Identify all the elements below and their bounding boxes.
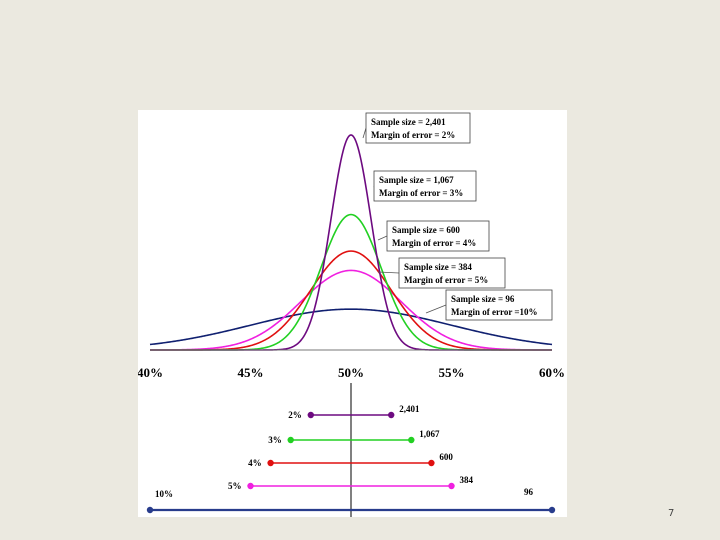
interval-sample-size-label: 96 xyxy=(524,487,534,497)
callout-n-2401: Sample size = 2,401 Margin of error = 2% xyxy=(362,112,471,144)
interval-sample-size-label: 600 xyxy=(439,452,453,462)
callout-sample-size: Sample size = 600 xyxy=(392,225,460,235)
callout-n-600: Sample size = 600 Margin of error = 4% xyxy=(377,220,490,252)
callout-margin-of-error: Margin of error = 3% xyxy=(379,188,463,198)
curve-n-96 xyxy=(149,308,553,346)
interval-high-dot xyxy=(428,459,435,467)
callout-sample-size: Sample size = 2,401 xyxy=(371,117,446,127)
interval-high-dot xyxy=(408,436,415,444)
callout-n-96: Sample size = 96 Margin of error =10% xyxy=(425,289,553,321)
x-tick-label: 60% xyxy=(539,365,565,380)
chart-panel: 40% 45% 50% 55% 60% Sample size = 2,401 Margi… xyxy=(138,110,567,517)
interval-low-dot xyxy=(267,459,274,467)
interval-sample-size-label: 1,067 xyxy=(419,429,440,439)
interval-margin-label: 10% xyxy=(155,489,173,499)
callout-leader-line xyxy=(377,271,400,274)
x-tick-label: 55% xyxy=(439,365,465,380)
interval-margin-label: 4% xyxy=(248,458,261,468)
callout-box xyxy=(386,220,490,252)
interval-low-dot xyxy=(247,482,254,490)
interval-row-1067: 3% 1,067 xyxy=(268,429,440,445)
callout-sample-size: Sample size = 1,067 xyxy=(379,175,454,185)
interval-sample-size-label: 384 xyxy=(460,475,474,485)
x-axis: 40% 45% 50% 55% 60% xyxy=(138,365,565,380)
interval-high-dot xyxy=(388,411,395,419)
callout-sample-size: Sample size = 96 xyxy=(451,294,515,304)
callout-margin-of-error: Margin of error = 4% xyxy=(392,238,476,248)
x-tick-label: 45% xyxy=(238,365,264,380)
interval-high-dot xyxy=(548,506,556,514)
callout-box xyxy=(398,257,506,289)
callout-margin-of-error: Margin of error =10% xyxy=(451,307,538,317)
callout-box xyxy=(445,289,553,321)
callout-margin-of-error: Margin of error = 5% xyxy=(404,275,488,285)
chart-svg: 40% 45% 50% 55% 60% Sample size = 2,401 Margi… xyxy=(138,112,565,517)
interval-low-dot xyxy=(287,436,294,444)
callout-box xyxy=(373,170,477,202)
interval-sample-size-label: 2,401 xyxy=(399,404,420,414)
callout-box xyxy=(365,112,471,144)
callout-n-384: Sample size = 384 Margin of error = 5% xyxy=(377,257,506,289)
interval-margin-label: 5% xyxy=(228,481,242,491)
callout-margin-of-error: Margin of error = 2% xyxy=(371,130,455,140)
distribution-curves xyxy=(149,134,553,351)
interval-low-dot xyxy=(307,411,314,419)
interval-row-600: 4% 600 xyxy=(248,452,453,468)
interval-low-dot xyxy=(146,506,154,514)
callout-sample-size: Sample size = 384 xyxy=(404,262,472,272)
confidence-intervals: 2% 2,401 3% 1,067 4% 600 5% 384 10% 96 xyxy=(146,383,556,517)
callout-leader-line xyxy=(425,304,447,314)
interval-margin-label: 2% xyxy=(288,410,302,420)
page-number: 7 xyxy=(668,508,675,519)
curve-n-384 xyxy=(150,269,552,351)
interval-row-384: 5% 384 xyxy=(228,475,474,491)
x-tick-label: 50% xyxy=(338,365,364,380)
callout-leader-line xyxy=(377,235,388,241)
interval-row-2401: 2% 2,401 xyxy=(288,404,420,420)
callout-n-1067: Sample size = 1,067 Margin of error = 3% xyxy=(373,170,477,202)
interval-high-dot xyxy=(448,482,455,490)
interval-row-96: 10% 96 xyxy=(146,487,556,514)
x-tick-label: 40% xyxy=(138,365,163,380)
callout-leader-line xyxy=(362,127,367,139)
interval-margin-label: 3% xyxy=(268,435,282,445)
